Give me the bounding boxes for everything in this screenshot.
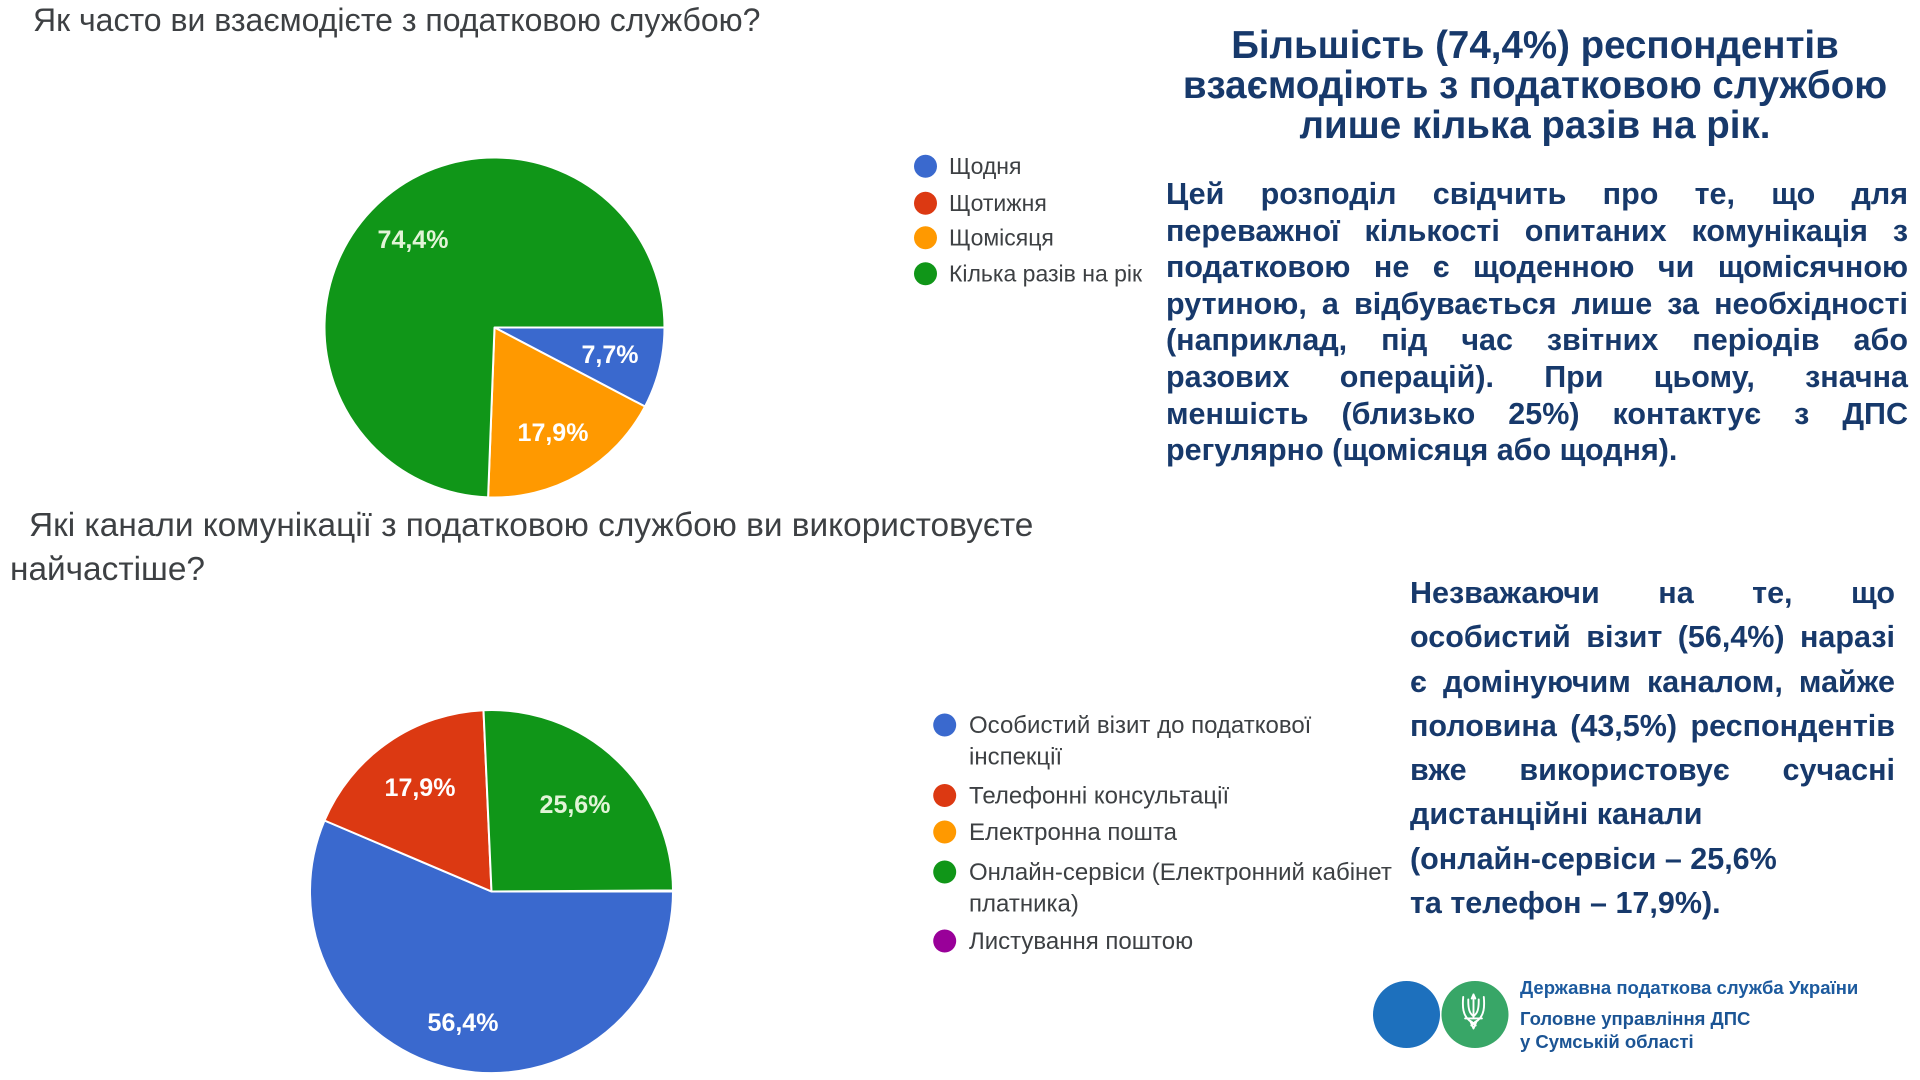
svg-text:17,9%: 17,9% <box>518 419 589 447</box>
svg-text:інспекції: інспекції <box>969 744 1063 771</box>
svg-text:17,9%: 17,9% <box>385 774 456 802</box>
svg-text:Щомісяця: Щомісяця <box>949 225 1054 251</box>
svg-text:Онлайн-сервіси (Електронний ка: Онлайн-сервіси (Електронний кабінет <box>969 859 1392 886</box>
svg-text:56,4%: 56,4% <box>428 1009 499 1037</box>
svg-text:Щодня: Щодня <box>949 153 1021 179</box>
svg-text:Електронна пошта: Електронна пошта <box>969 819 1178 846</box>
svg-text:7,7%: 7,7% <box>582 341 639 369</box>
svg-text:Особистий візит до податкової: Особистий візит до податкової <box>969 712 1312 739</box>
svg-text:74,4%: 74,4% <box>378 226 449 254</box>
svg-text:Кілька разів на рік: Кілька разів на рік <box>949 260 1143 286</box>
svg-text:25,6%: 25,6% <box>540 791 611 819</box>
svg-text:Листування поштою: Листування поштою <box>969 928 1193 955</box>
svg-text:Щотижня: Щотижня <box>949 190 1047 216</box>
svg-text:Телефонні консультації: Телефонні консультації <box>969 783 1229 810</box>
svg-text:платника): платника) <box>969 891 1079 918</box>
